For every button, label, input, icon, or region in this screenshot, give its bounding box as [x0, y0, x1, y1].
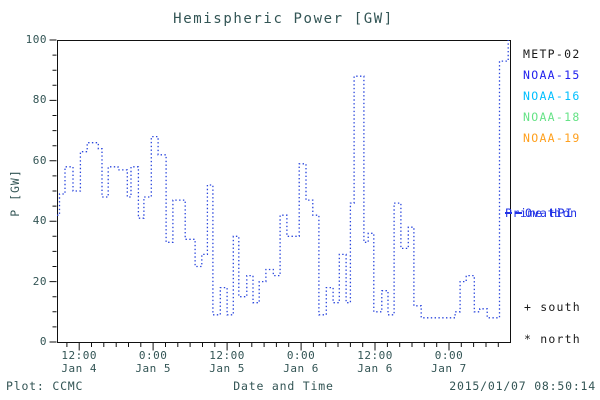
y-tick-label: 80 — [32, 93, 47, 107]
ovation-legend-line2: Prime HPI — [505, 206, 573, 220]
y-axis-label: P [GW] — [8, 169, 22, 217]
ovation-legend-line1: Ovation — [505, 207, 578, 220]
y-tick-label: 40 — [32, 214, 47, 228]
x-tick-time: 12:00 — [61, 349, 97, 362]
plot-frame — [57, 40, 511, 343]
x-tick-label: 12:00 Jan 5 — [195, 349, 259, 375]
x-tick-label: 0:00 Jan 7 — [417, 349, 481, 375]
x-tick-date: Jan 6 — [283, 361, 319, 375]
x-tick-time: 0:00 — [434, 349, 464, 362]
x-tick-date: Jan 5 — [209, 361, 245, 375]
axis-ticks — [49, 39, 499, 351]
y-tick-label: 60 — [32, 153, 47, 167]
x-tick-time: 0:00 — [286, 349, 316, 362]
plot-credit: Plot: CCMC — [6, 379, 84, 393]
x-tick-time: 12:00 — [209, 349, 245, 362]
x-tick-label: 0:00 Jan 5 — [121, 349, 185, 375]
legend-item-noaa-18: NOAA-18 — [523, 110, 581, 124]
dashed-line-sample-icon — [515, 212, 522, 214]
y-tick-label: 100 — [25, 33, 47, 46]
x-tick-date: Jan 4 — [61, 361, 97, 375]
y-tick-label: 0 — [39, 335, 47, 348]
x-tick-date: Jan 5 — [135, 361, 171, 375]
north-marker-key: * north — [524, 332, 581, 346]
plot-timestamp: 2015/01/07 08:50:14 — [449, 379, 596, 393]
legend-item-metp-02: METP-02 — [523, 47, 581, 61]
x-tick-label: 0:00 Jan 6 — [269, 349, 333, 375]
chart-title: Hemispheric Power [GW] — [173, 11, 394, 27]
x-tick-label: 12:00 Jan 6 — [343, 349, 407, 375]
legend-item-noaa-19: NOAA-19 — [523, 131, 581, 145]
x-tick-label: 12:00 Jan 4 — [47, 349, 111, 375]
x-tick-time: 12:00 — [357, 349, 393, 362]
x-axis-label: Date and Time — [233, 379, 334, 393]
legend-item-noaa-16: NOAA-16 — [523, 89, 581, 103]
x-tick-time: 0:00 — [138, 349, 168, 362]
x-tick-date: Jan 7 — [431, 361, 467, 375]
hpi-step-line — [57, 40, 510, 319]
x-tick-date: Jan 6 — [357, 361, 393, 375]
y-tick-label: 20 — [32, 274, 47, 288]
legend-item-noaa-15: NOAA-15 — [523, 68, 581, 82]
dashed-line-sample-icon — [505, 212, 512, 214]
south-marker-key: + south — [524, 300, 581, 314]
